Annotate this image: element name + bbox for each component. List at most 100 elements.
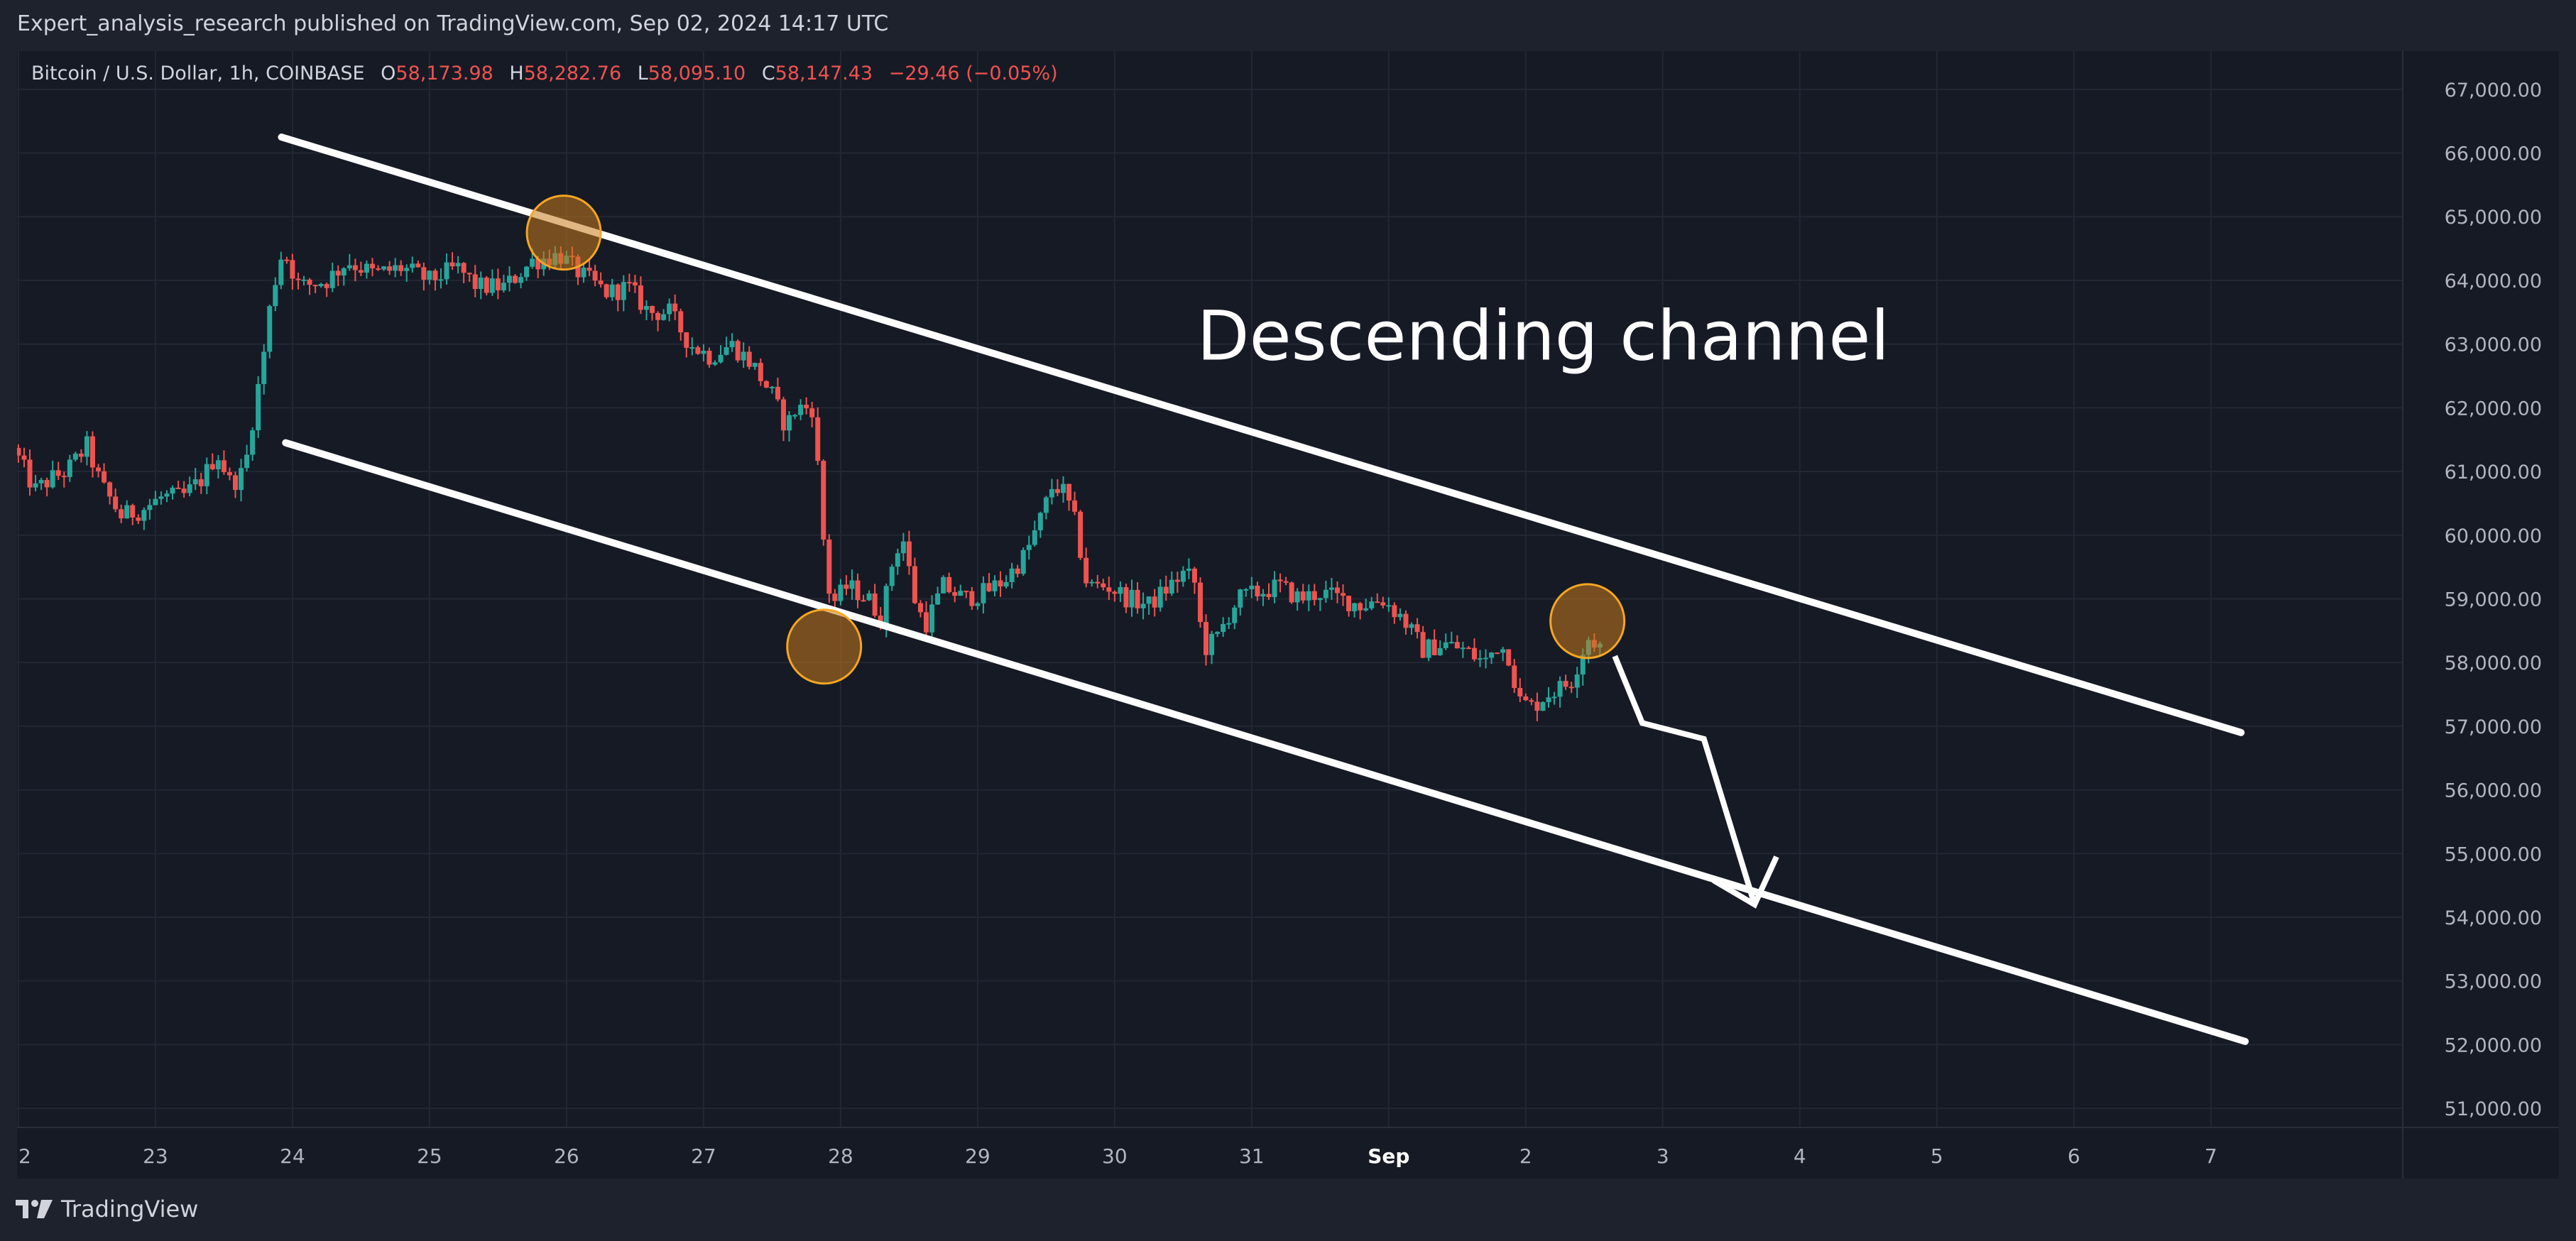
- candle-up: [404, 264, 410, 282]
- candle-body: [170, 487, 175, 494]
- candle-body: [1078, 511, 1084, 558]
- candle-body: [1015, 568, 1020, 574]
- candle-up: [1426, 638, 1431, 662]
- candle-up: [1037, 511, 1043, 538]
- candle-body: [1204, 622, 1209, 655]
- candle-up: [701, 344, 706, 362]
- candle-body: [1317, 598, 1323, 601]
- candle-body: [318, 283, 324, 287]
- candle-body: [1157, 586, 1163, 608]
- touch-marker: [1549, 583, 1626, 660]
- candle-body: [1512, 665, 1517, 689]
- candle-body: [1346, 596, 1352, 611]
- x-tick-label: 6: [2068, 1144, 2080, 1168]
- x-tick-label: 26: [554, 1144, 579, 1168]
- candle-body: [181, 488, 187, 493]
- candle-down: [917, 600, 923, 618]
- candle-down: [1517, 678, 1523, 702]
- candle-down: [815, 407, 821, 466]
- candle-body: [1523, 696, 1529, 701]
- candle-body: [358, 270, 364, 273]
- candle-body: [84, 436, 89, 457]
- candle-up: [1009, 562, 1015, 589]
- candle-up: [1032, 520, 1037, 547]
- candle-up: [1363, 598, 1369, 612]
- candle-body: [1243, 589, 1249, 591]
- candle-up: [170, 485, 175, 500]
- candle-body: [432, 270, 438, 280]
- candle-down: [1568, 682, 1574, 694]
- candle-body: [329, 270, 335, 288]
- candle-up: [609, 278, 615, 301]
- candle-up: [518, 273, 524, 289]
- x-tick-label: 7: [2205, 1144, 2217, 1168]
- candle-body: [239, 468, 244, 491]
- candle-down: [1112, 590, 1118, 602]
- chart-panel[interactable]: Descending channel 67,000.00 66,000.00 65,…: [17, 51, 2559, 1179]
- candle-body: [609, 284, 615, 297]
- candle-down: [1054, 479, 1060, 496]
- drawing-layer[interactable]: Descending channel: [278, 133, 2249, 1045]
- candle-body: [1409, 624, 1414, 628]
- candle-body: [369, 263, 375, 268]
- y-tick-label: 55,000.00: [2445, 843, 2542, 865]
- candle-up: [1540, 701, 1546, 711]
- price-chart[interactable]: Descending channel 67,000.00 66,000.00 65,…: [17, 51, 2559, 1179]
- candle-body: [655, 312, 661, 320]
- lower-channel-line: [282, 439, 2249, 1045]
- candle-up: [72, 452, 78, 461]
- candle-body: [1020, 550, 1026, 574]
- candle-body: [415, 263, 421, 268]
- candle-body: [472, 274, 478, 289]
- candle-body: [763, 381, 769, 388]
- candle-down: [1289, 581, 1294, 604]
- candle-body: [410, 263, 415, 268]
- candle-down: [17, 444, 21, 463]
- candle-body: [643, 305, 649, 310]
- candle-down: [586, 260, 592, 277]
- tradingview-brand[interactable]: TradingView: [16, 1193, 198, 1225]
- candle-body: [684, 332, 689, 348]
- candle-down: [136, 514, 141, 525]
- legend-symbol: Bitcoin / U.S. Dollar, 1h, COINBASE: [31, 62, 365, 84]
- candle-down: [96, 464, 102, 478]
- candle-up: [1232, 605, 1238, 630]
- candle-down: [484, 275, 489, 296]
- legend-close-label: C: [762, 62, 775, 84]
- legend-open-label: O: [381, 62, 395, 84]
- candle-up: [50, 460, 55, 489]
- candle-up: [769, 386, 775, 394]
- candle-up: [215, 454, 221, 479]
- candle-body: [346, 265, 352, 268]
- candle-body: [187, 484, 192, 493]
- candle-body: [798, 405, 804, 415]
- candle-up: [1306, 584, 1311, 612]
- candle-body: [175, 487, 181, 489]
- candle-up: [1238, 589, 1243, 616]
- candle-down: [175, 481, 181, 489]
- candle-up: [1352, 603, 1358, 618]
- candle-body: [1283, 581, 1289, 583]
- candle-up: [621, 275, 626, 312]
- candle-body: [900, 541, 906, 554]
- candle-down: [209, 453, 215, 471]
- candle-body: [1260, 594, 1266, 597]
- candle-body: [1054, 488, 1060, 493]
- candle-up: [958, 584, 964, 596]
- candle-down: [335, 265, 341, 286]
- candle-up: [661, 309, 667, 321]
- candle-body: [929, 604, 935, 633]
- candle-up: [341, 267, 346, 286]
- candle-body: [986, 583, 992, 591]
- candle-body: [1180, 570, 1186, 582]
- candle-body: [1311, 591, 1317, 601]
- candle-body: [1118, 587, 1123, 594]
- candle-body: [804, 405, 809, 409]
- candle-down: [861, 594, 866, 602]
- candle-up: [455, 256, 461, 274]
- symbol-legend: Bitcoin / U.S. Dollar, 1h, COINBASE O58,…: [31, 62, 1058, 84]
- candle-body: [1471, 647, 1477, 660]
- candle-body: [364, 263, 369, 273]
- candle-body: [1358, 603, 1363, 611]
- candle-down: [1066, 483, 1072, 511]
